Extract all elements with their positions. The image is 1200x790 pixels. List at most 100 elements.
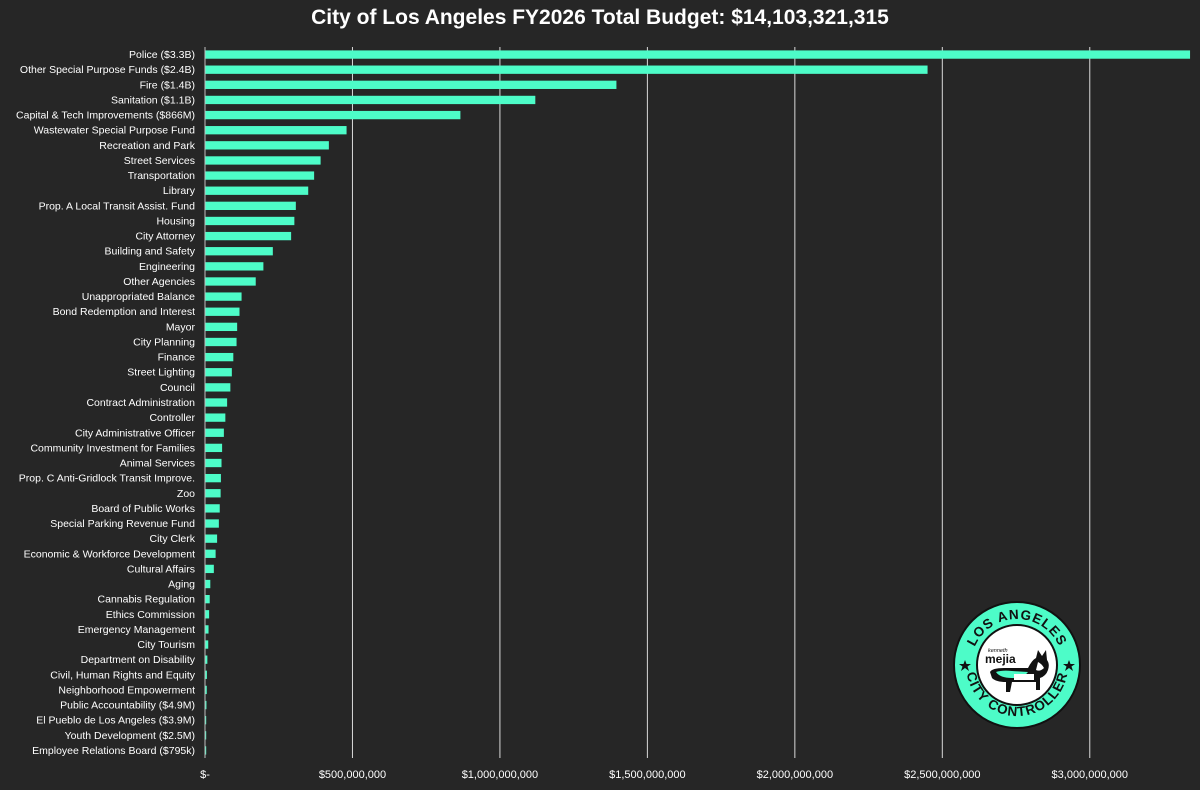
category-label: Wastewater Special Purpose Fund bbox=[34, 125, 195, 137]
category-label: Library bbox=[163, 185, 196, 197]
category-label: Contract Administration bbox=[86, 397, 195, 409]
category-label: Civil, Human Rights and Equity bbox=[50, 669, 195, 681]
bar bbox=[205, 156, 321, 165]
category-label: Department on Disability bbox=[81, 654, 196, 666]
category-label: Capital & Tech Improvements ($866M) bbox=[16, 110, 195, 122]
bar bbox=[205, 534, 218, 543]
category-label: Aging bbox=[168, 579, 195, 591]
bar bbox=[205, 65, 928, 74]
bar bbox=[205, 579, 211, 589]
category-label: Animal Services bbox=[120, 458, 195, 470]
category-label: Neighborhood Empowerment bbox=[58, 684, 195, 696]
category-label: Recreation and Park bbox=[99, 140, 195, 152]
bars bbox=[205, 50, 1191, 755]
category-label: Council bbox=[160, 382, 195, 394]
bar bbox=[205, 231, 292, 241]
category-label: Employee Relations Board ($795k) bbox=[32, 745, 195, 757]
bar bbox=[205, 443, 223, 453]
bar bbox=[205, 110, 461, 120]
x-tick-label: $2,500,000,000 bbox=[904, 769, 980, 781]
bar bbox=[205, 685, 207, 695]
category-label: Unappropriated Balance bbox=[82, 291, 195, 303]
chart-title: City of Los Angeles FY2026 Total Budget:… bbox=[311, 6, 889, 29]
bar bbox=[205, 352, 234, 362]
bar bbox=[205, 519, 219, 528]
category-label: City Attorney bbox=[135, 231, 195, 243]
logo-name-big: mejia bbox=[985, 652, 1016, 666]
x-tick-label: $2,000,000,000 bbox=[757, 769, 833, 781]
category-label: Other Special Purpose Funds ($2.4B) bbox=[20, 64, 195, 76]
category-label: City Tourism bbox=[137, 639, 195, 651]
x-axis-ticks: $- $500,000,000 $1,000,000,000 $1,500,000,0… bbox=[200, 769, 1128, 781]
gridlines bbox=[351, 47, 1091, 758]
category-label: City Planning bbox=[133, 336, 195, 348]
category-label: Youth Development ($2.5M) bbox=[65, 730, 195, 742]
bar bbox=[205, 216, 295, 226]
category-label: Other Agencies bbox=[123, 276, 195, 288]
bar bbox=[205, 398, 228, 407]
x-tick-label: $1,000,000,000 bbox=[462, 769, 538, 781]
bar bbox=[205, 428, 224, 437]
category-label: Transportation bbox=[128, 170, 195, 182]
category-label: Community Investment for Families bbox=[30, 442, 195, 454]
category-label: Finance bbox=[158, 352, 196, 364]
category-label: City Administrative Officer bbox=[75, 427, 196, 439]
bar bbox=[205, 700, 207, 710]
category-label: Prop. C Anti-Gridlock Transit Improve. bbox=[19, 473, 195, 485]
bar bbox=[205, 564, 214, 574]
category-label: Prop. A Local Transit Assist. Fund bbox=[39, 200, 196, 212]
category-label: Board of Public Works bbox=[91, 503, 195, 515]
category-label: Housing bbox=[156, 215, 195, 227]
bar bbox=[205, 489, 221, 498]
bar bbox=[205, 716, 207, 725]
bar bbox=[205, 610, 210, 619]
bar bbox=[205, 322, 238, 332]
bar bbox=[205, 458, 222, 468]
category-label: Emergency Management bbox=[78, 624, 195, 636]
category-labels: Police ($3.3B) Other Special Purpose Fund… bbox=[16, 49, 196, 757]
bar bbox=[205, 413, 226, 422]
city-controller-logo: LOS ANGELES CITY CONTROLLER kenneth meji… bbox=[952, 600, 1082, 730]
bar bbox=[205, 549, 216, 558]
x-tick-label: $3,000,000,000 bbox=[1052, 769, 1128, 781]
bar bbox=[205, 201, 296, 211]
corgi-dog-icon bbox=[990, 650, 1049, 692]
bar bbox=[205, 655, 208, 664]
category-label: Cultural Affairs bbox=[127, 563, 195, 575]
bar bbox=[205, 473, 221, 483]
category-label: Cannabis Regulation bbox=[98, 594, 196, 606]
category-label: Engineering bbox=[139, 261, 195, 273]
star-icon bbox=[959, 660, 971, 671]
bar bbox=[205, 368, 232, 377]
category-label: City Clerk bbox=[149, 533, 195, 545]
bar bbox=[205, 731, 207, 740]
category-label: Public Accountability ($4.9M) bbox=[60, 700, 195, 712]
bar bbox=[205, 141, 329, 150]
bar bbox=[205, 126, 347, 135]
category-label: Sanitation ($1.1B) bbox=[111, 94, 195, 106]
bar bbox=[205, 337, 237, 347]
bar bbox=[205, 640, 209, 649]
bar bbox=[205, 50, 1191, 59]
bar bbox=[205, 80, 617, 89]
bar bbox=[205, 95, 536, 105]
category-label: Street Lighting bbox=[127, 367, 195, 379]
bar bbox=[205, 292, 242, 301]
bar bbox=[205, 307, 240, 316]
category-label: Zoo bbox=[177, 488, 195, 500]
category-label: Bond Redemption and Interest bbox=[53, 306, 196, 318]
category-label: Special Parking Revenue Fund bbox=[50, 518, 195, 530]
bar bbox=[205, 277, 256, 286]
bar bbox=[205, 625, 209, 634]
category-label: Mayor bbox=[166, 321, 196, 333]
logo-name-small: kenneth bbox=[988, 648, 1008, 654]
bar bbox=[205, 746, 207, 755]
category-label: Building and Safety bbox=[105, 246, 196, 258]
bar bbox=[205, 594, 210, 604]
bar bbox=[205, 247, 273, 256]
bar bbox=[205, 186, 309, 195]
x-tick-label: $500,000,000 bbox=[319, 769, 386, 781]
bar bbox=[205, 383, 231, 392]
category-label: Ethics Commission bbox=[106, 609, 195, 621]
